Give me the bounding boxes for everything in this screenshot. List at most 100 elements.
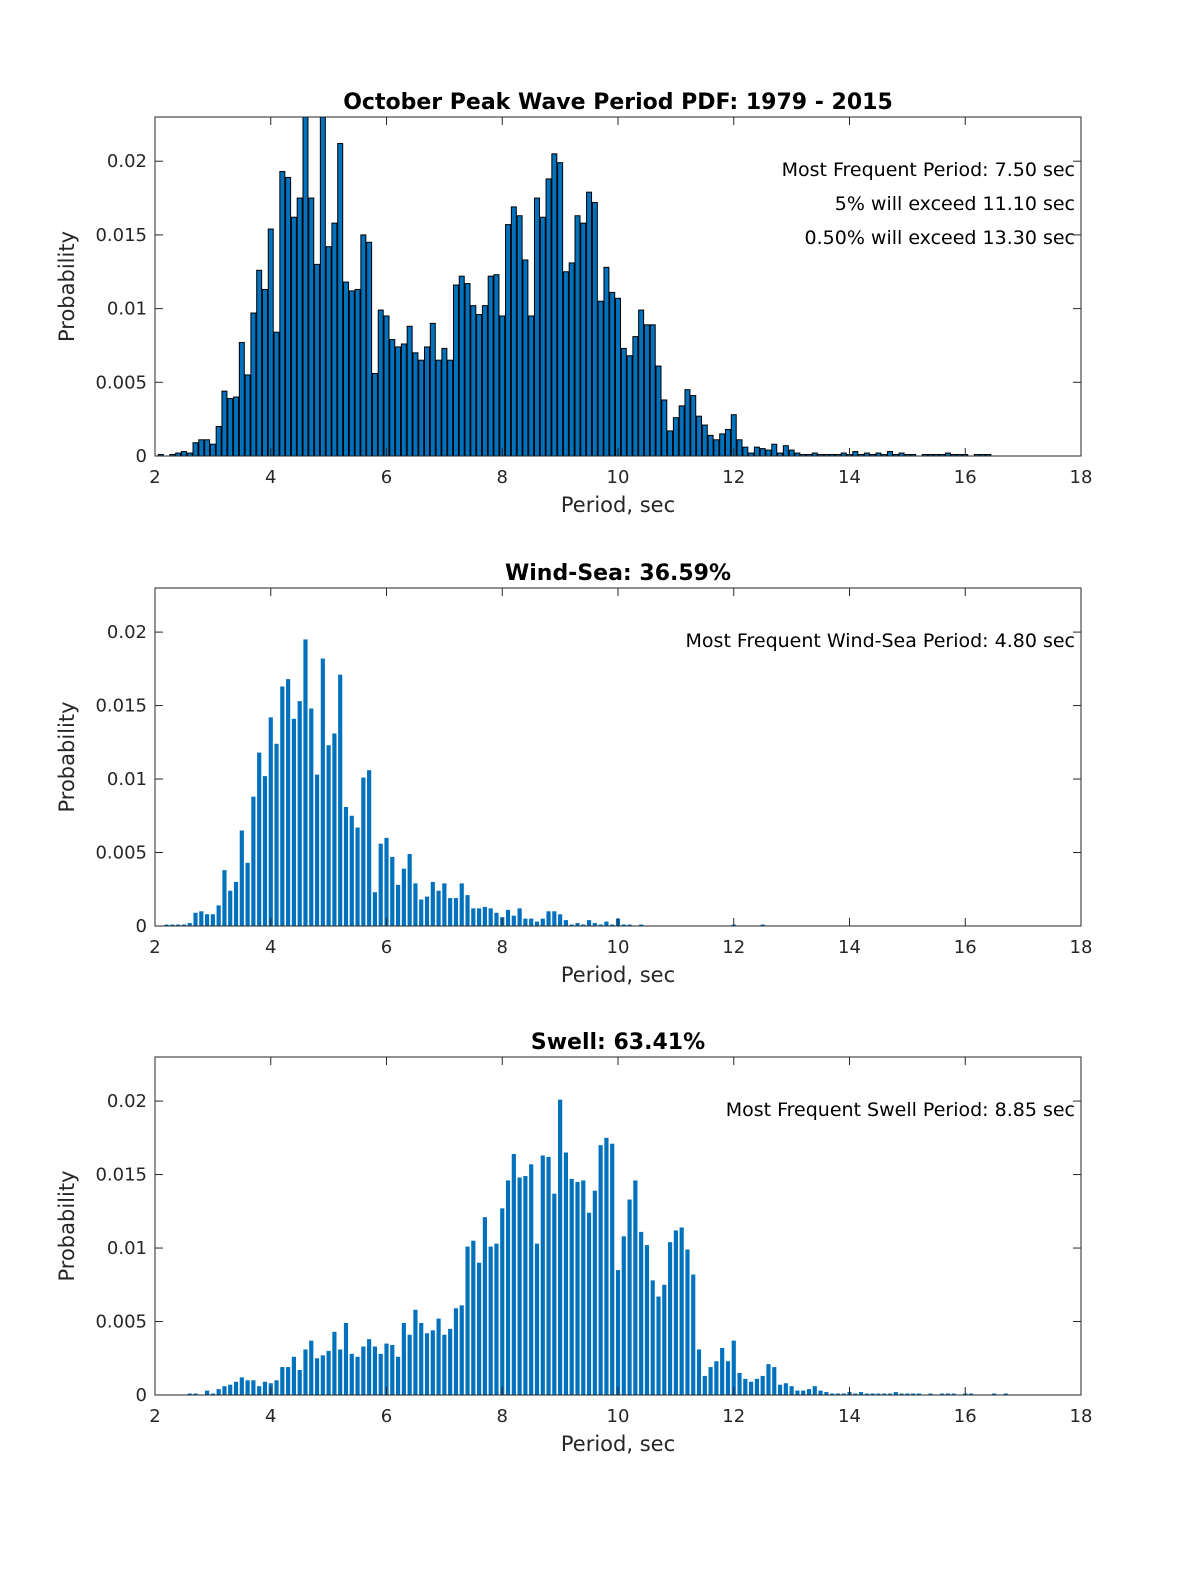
bar — [992, 1393, 997, 1395]
bar — [338, 1349, 343, 1395]
bar — [574, 215, 581, 457]
x-axis-label: Period, sec — [561, 493, 675, 517]
bar — [528, 315, 535, 457]
bar — [488, 1246, 493, 1395]
bar — [448, 1328, 453, 1395]
bar — [882, 1393, 887, 1395]
x-tick-label: 10 — [607, 1406, 630, 1427]
y-tick-label: 0.01 — [107, 299, 147, 320]
bar — [314, 1358, 320, 1395]
bar — [413, 883, 418, 926]
bar — [545, 178, 552, 457]
chart-title: Wind-Sea: 36.59% — [505, 561, 731, 586]
bar — [539, 216, 546, 457]
bar — [534, 921, 540, 926]
bar — [210, 1393, 215, 1395]
bar — [604, 921, 609, 926]
bar — [673, 1230, 678, 1395]
bar — [685, 1249, 690, 1395]
bar — [406, 325, 413, 457]
bar — [551, 153, 558, 457]
bar — [390, 1345, 395, 1395]
bar — [644, 1245, 650, 1395]
bar — [377, 309, 384, 457]
bar — [297, 701, 302, 926]
bar — [789, 1386, 794, 1395]
bar — [291, 718, 296, 926]
y-tick-label: 0.02 — [107, 151, 147, 172]
x-tick-label: 14 — [838, 1406, 861, 1427]
bar — [557, 162, 564, 457]
bar — [372, 1346, 378, 1395]
bar — [580, 222, 587, 457]
bar — [407, 1334, 412, 1395]
y-tick-label: 0.005 — [95, 1312, 147, 1333]
bar — [824, 1392, 829, 1395]
bar — [418, 359, 425, 457]
bar — [500, 1208, 505, 1395]
bar — [638, 309, 645, 457]
bar — [233, 881, 239, 926]
bar — [668, 1242, 673, 1395]
bar — [274, 743, 279, 926]
bar — [268, 717, 273, 926]
bar — [672, 417, 679, 457]
bar — [633, 1180, 638, 1395]
bar — [470, 305, 477, 457]
bar — [801, 1390, 806, 1395]
bar — [332, 733, 337, 926]
bar — [627, 1199, 632, 1395]
bar — [621, 1236, 626, 1395]
bar — [899, 1393, 904, 1395]
bar — [766, 1364, 771, 1395]
bar — [701, 424, 708, 457]
bar — [684, 389, 691, 457]
bar — [297, 1370, 302, 1395]
bar — [378, 843, 383, 926]
bar — [529, 918, 534, 926]
bar — [419, 899, 424, 926]
bar — [835, 1393, 841, 1395]
bar — [430, 1330, 435, 1395]
bar — [876, 1393, 881, 1395]
bar — [176, 924, 181, 926]
bar — [257, 1386, 262, 1395]
bar — [465, 1246, 470, 1395]
bar — [274, 1380, 279, 1395]
bar — [251, 796, 256, 926]
bar — [239, 1377, 244, 1395]
y-tick-label: 0.015 — [95, 696, 147, 717]
bar — [320, 1355, 325, 1395]
bar — [713, 439, 720, 457]
bar — [355, 827, 360, 926]
bar — [655, 365, 662, 457]
bar — [569, 924, 574, 926]
bar — [216, 905, 221, 926]
bar — [558, 914, 563, 926]
y-tick-label: 0.005 — [95, 843, 147, 864]
bar — [546, 1156, 551, 1395]
bar — [661, 399, 668, 457]
bar — [940, 1393, 945, 1395]
bar — [928, 1393, 933, 1395]
bar — [291, 1356, 296, 1395]
bar — [782, 445, 789, 457]
y-axis-label: Probability — [55, 1170, 79, 1281]
bar — [533, 197, 540, 457]
bar — [678, 405, 685, 457]
bar — [505, 224, 512, 457]
bar — [777, 1384, 783, 1395]
bar — [384, 837, 389, 926]
x-tick-label: 16 — [954, 467, 977, 488]
bar — [598, 924, 603, 926]
bar — [951, 1393, 956, 1395]
bar — [326, 745, 331, 926]
bar — [309, 708, 314, 926]
bar — [534, 1243, 540, 1395]
bar — [170, 924, 175, 926]
bar — [331, 222, 338, 457]
x-tick-label: 12 — [722, 937, 745, 958]
bar — [419, 1322, 424, 1395]
bar — [222, 1386, 227, 1395]
